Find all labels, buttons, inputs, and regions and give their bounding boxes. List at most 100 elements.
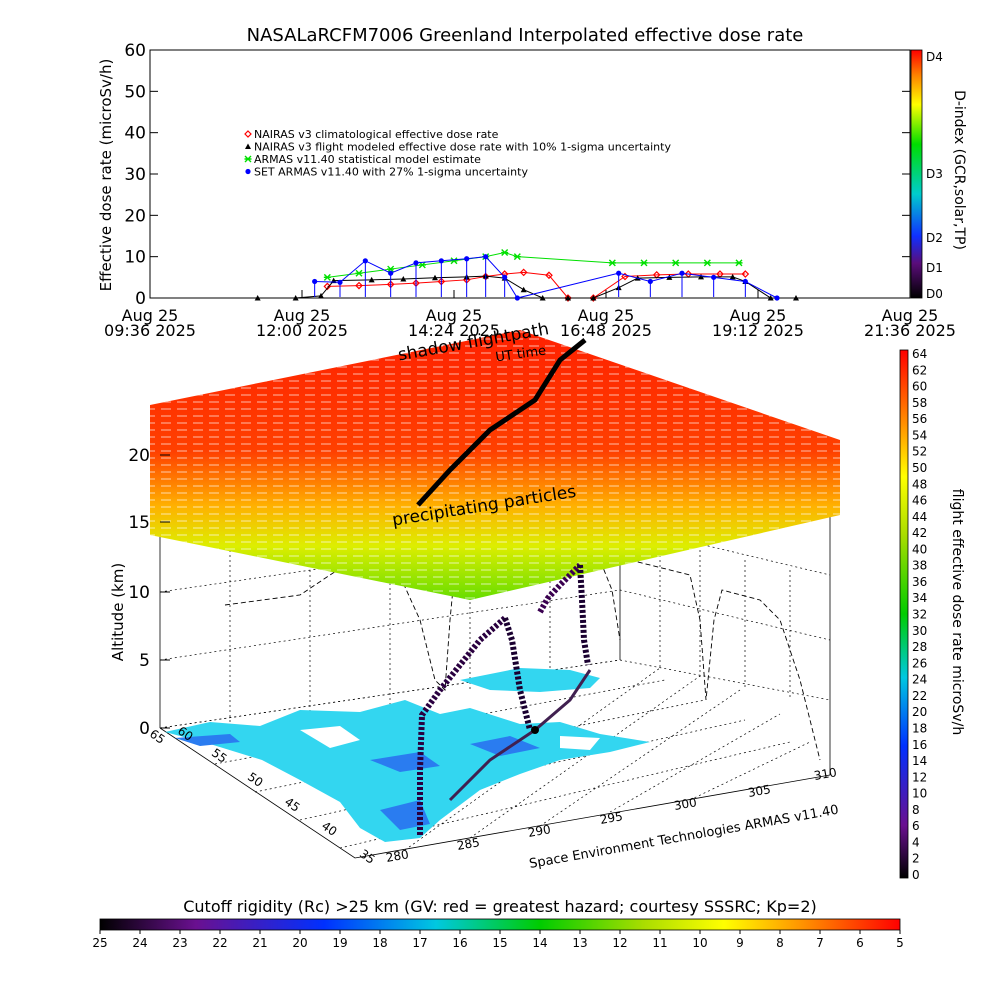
cutoff-rigidity-tick-label: 18: [372, 936, 387, 950]
chart-title: NASALaRCFM7006 Greenland Interpolated ef…: [247, 25, 804, 46]
dose-rate-tick-label: 2: [912, 852, 920, 866]
cutoff-rigidity-tick-label: 8: [776, 936, 784, 950]
top-y-axis-label: Effective dose rate (microSv/h): [97, 59, 115, 292]
dose-rate-tick-label: 0: [912, 868, 920, 882]
d-index-tick-label: D4: [926, 50, 943, 64]
z-tick-label: 20: [128, 446, 150, 466]
d-index-tick-label: D0: [926, 287, 943, 301]
cutoff-rigidity-tick-label: 12: [612, 936, 627, 950]
d-index-ticks: D4 D3 D2 D1 D0: [926, 50, 943, 301]
dose-rate-tick-label: 26: [912, 656, 927, 670]
data-point: [729, 273, 736, 280]
legend-marker: [244, 130, 252, 138]
cutoff-rigidity-map: [165, 668, 650, 842]
data-point: [703, 259, 711, 267]
floor-front-edges: [159, 727, 831, 859]
legend-label: SET ARMAS v11.40 with 27% 1-sigma uncert…: [254, 166, 528, 179]
data-point: [564, 294, 572, 302]
x-tick-label-time: 09:36 2025: [104, 321, 196, 340]
dose-rate-surface-texture: [150, 330, 840, 600]
data-point: [514, 295, 520, 301]
data-point: [387, 265, 395, 273]
data-point: [666, 274, 673, 280]
dose-rate-tick-label: 24: [912, 673, 927, 687]
y-tick-label: 10: [124, 248, 146, 268]
x-tick-label-date: Aug 25: [274, 306, 331, 325]
data-point: [545, 271, 553, 280]
dose-rate-tick-label: 48: [912, 477, 927, 491]
legend-marker: [245, 168, 251, 175]
legend-label: NAIRAS v3 climatological effective dose …: [254, 128, 499, 141]
perspective-panel: shadow flightpath UT time precipitating …: [109, 319, 840, 872]
dose-rate-tick-label: 8: [912, 803, 920, 817]
z-axis-ticks: 0 5 10 15 20: [128, 446, 170, 739]
longitude-tick-label: 305: [747, 782, 772, 800]
longitude-axis-ticks: 280 285 290 295 300 305 310: [385, 765, 838, 865]
dose-rate-tick-label: 38: [912, 559, 927, 573]
cutoff-rigidity-tick-label: 24: [132, 936, 147, 950]
z-tick-label: 15: [128, 513, 150, 533]
data-point: [318, 292, 324, 299]
cutoff-rigidity-tick-label: 16: [452, 936, 467, 950]
series-line: [314, 256, 778, 299]
dose-rate-tick-label: 50: [912, 461, 927, 475]
longitude-tick-label: 285: [456, 835, 481, 853]
series-asterisk: [323, 249, 743, 281]
data-point: [292, 295, 299, 301]
dose-rate-tick-label: 16: [912, 738, 927, 752]
data-point: [735, 259, 743, 267]
map-detail-blue-2: [370, 752, 440, 772]
cutoff-rigidity-tick-label: 17: [412, 936, 427, 950]
credit-text: Space Environment Technologies ARMAS v11…: [528, 803, 840, 872]
cutoff-rigidity-tick-label: 25: [92, 936, 107, 950]
dose-rate-tick-label: 34: [912, 591, 927, 605]
longitude-tick-label: 290: [527, 822, 552, 840]
data-point: [400, 275, 407, 282]
data-point: [565, 295, 571, 301]
cutoff-rigidity-tick-label: 22: [212, 936, 227, 950]
top-y-axis: 0 10 20 30 40 50 60: [124, 41, 910, 309]
flight-path-3d: [417, 562, 592, 835]
data-point: [741, 270, 750, 278]
data-point: [323, 273, 331, 281]
data-point: [520, 286, 527, 293]
data-point: [254, 295, 261, 301]
series-diamond: [323, 268, 750, 302]
dose-rate-tick-label: 14: [912, 754, 927, 768]
z-axis-label: Altitude (km): [109, 563, 127, 661]
data-point: [501, 249, 509, 257]
data-point: [767, 295, 774, 301]
data-point: [698, 273, 704, 280]
latitude-tick-label: 35: [357, 847, 378, 867]
cutoff-rigidity-tick-label: 23: [172, 936, 187, 950]
latitude-tick-label: 65: [147, 727, 168, 747]
longitude-tick-label: 300: [673, 795, 698, 813]
data-point: [368, 276, 375, 283]
dose-rate-tick-label: 46: [912, 494, 927, 508]
dose-rate-colorbar: 6462605856545250484644424038363432302826…: [899, 347, 965, 882]
map-region-greenland: [460, 668, 600, 692]
cutoff-rigidity-tick-label: 5: [896, 936, 904, 950]
legend-label: NAIRAS v3 flight modeled effective dose …: [254, 141, 671, 154]
d-index-colorbar-gradient: [910, 49, 923, 299]
dose-rate-tick-label: 20: [912, 705, 927, 719]
legend-marker: [245, 143, 251, 149]
dose-rate-tick-label: 44: [912, 510, 927, 524]
x-tick-label-time: 19:12 2025: [712, 321, 804, 340]
dose-rate-tick-label: 32: [912, 608, 927, 622]
d-index-tick-label: D1: [926, 261, 943, 275]
dose-rate-tick-label: 6: [912, 819, 920, 833]
dose-rate-tick-label: 42: [912, 526, 927, 540]
data-point: [519, 268, 528, 277]
dose-rate-tick-label: 12: [912, 770, 927, 784]
d-index-tick-label: D3: [926, 167, 943, 181]
dose-rate-tick-label: 36: [912, 575, 927, 589]
cutoff-rigidity-tick-label: 9: [736, 936, 744, 950]
y-tick-label: 20: [124, 206, 146, 226]
dose-rate-tick-label: 28: [912, 640, 927, 654]
cutoff-rigidity-tick-label: 15: [492, 936, 507, 950]
dose-rate-colorbar-ticks: 6462605856545250484644424038363432302826…: [912, 347, 927, 882]
